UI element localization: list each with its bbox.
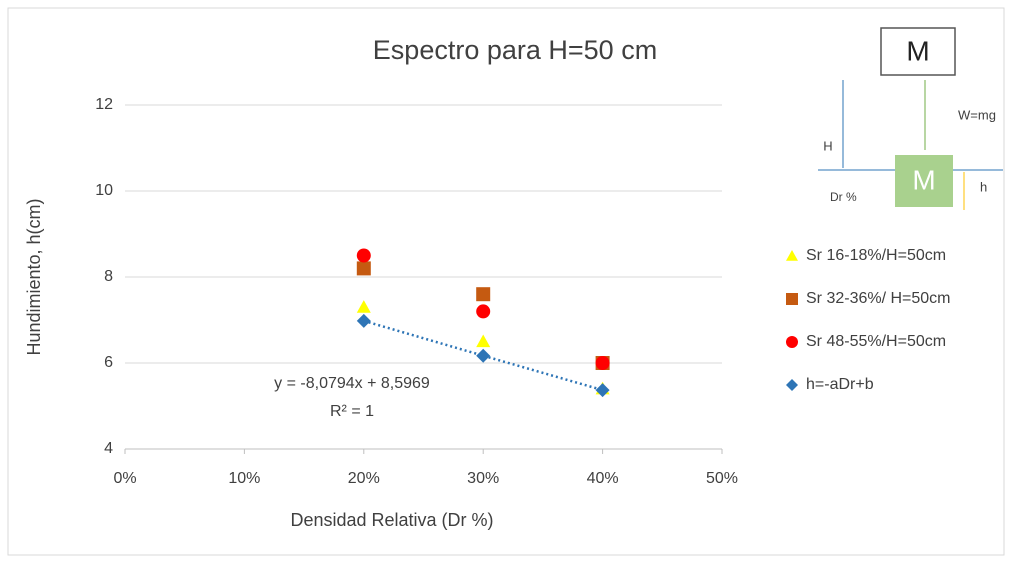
point <box>595 383 610 398</box>
point <box>476 304 491 319</box>
y-tick-label: 4 <box>104 440 113 457</box>
chart-border <box>7 7 1005 556</box>
bottom-mass-label: M <box>912 164 935 195</box>
point <box>476 334 491 348</box>
y-tick-label: 12 <box>95 96 113 113</box>
trendline-r2: R² = 1 <box>330 403 374 420</box>
x-axis-label: Densidad Relativa (Dr %) <box>290 510 493 530</box>
top-mass-label: M <box>906 35 929 66</box>
point <box>356 261 371 276</box>
legend-label: Sr 16-18%/H=50cm <box>806 247 946 264</box>
density-label: Dr % <box>830 190 857 204</box>
bottom-mass-box <box>895 155 953 207</box>
point <box>476 287 491 302</box>
weight-label: W=mg <box>958 107 996 122</box>
y-axis-label: Hundimiento, h(cm) <box>24 198 44 355</box>
sink-label: h <box>980 179 987 194</box>
point <box>476 348 491 363</box>
point <box>786 336 798 348</box>
legend-label: Sr 48-55%/H=50cm <box>806 333 946 350</box>
legend-label: h=-aDr+b <box>806 376 874 393</box>
point <box>786 379 798 391</box>
diagram: M H W=mg M Dr % h <box>818 27 1003 210</box>
x-tick-label: 50% <box>706 470 738 487</box>
legend-label: Sr 32-36%/ H=50cm <box>806 290 951 307</box>
y-tick-label: 10 <box>95 182 113 199</box>
point <box>786 293 798 305</box>
x-tick-label: 40% <box>587 470 619 487</box>
y-tick-label: 8 <box>104 268 113 285</box>
x-tick-label: 10% <box>228 470 260 487</box>
height-label: H <box>823 138 832 153</box>
point <box>356 248 371 263</box>
trendline <box>363 319 603 392</box>
point <box>356 300 371 313</box>
top-mass-box <box>880 27 956 76</box>
point <box>786 250 798 261</box>
x-tick-label: 20% <box>348 470 380 487</box>
chart-title: Espectro para H=50 cm <box>373 35 657 65</box>
trendline-equation: y = -8,0794x + 8,5969 <box>274 375 430 392</box>
x-tick-label: 0% <box>113 470 136 487</box>
x-tick-label: 30% <box>467 470 499 487</box>
point <box>356 313 371 328</box>
point <box>595 356 610 370</box>
y-tick-label: 6 <box>104 354 113 371</box>
